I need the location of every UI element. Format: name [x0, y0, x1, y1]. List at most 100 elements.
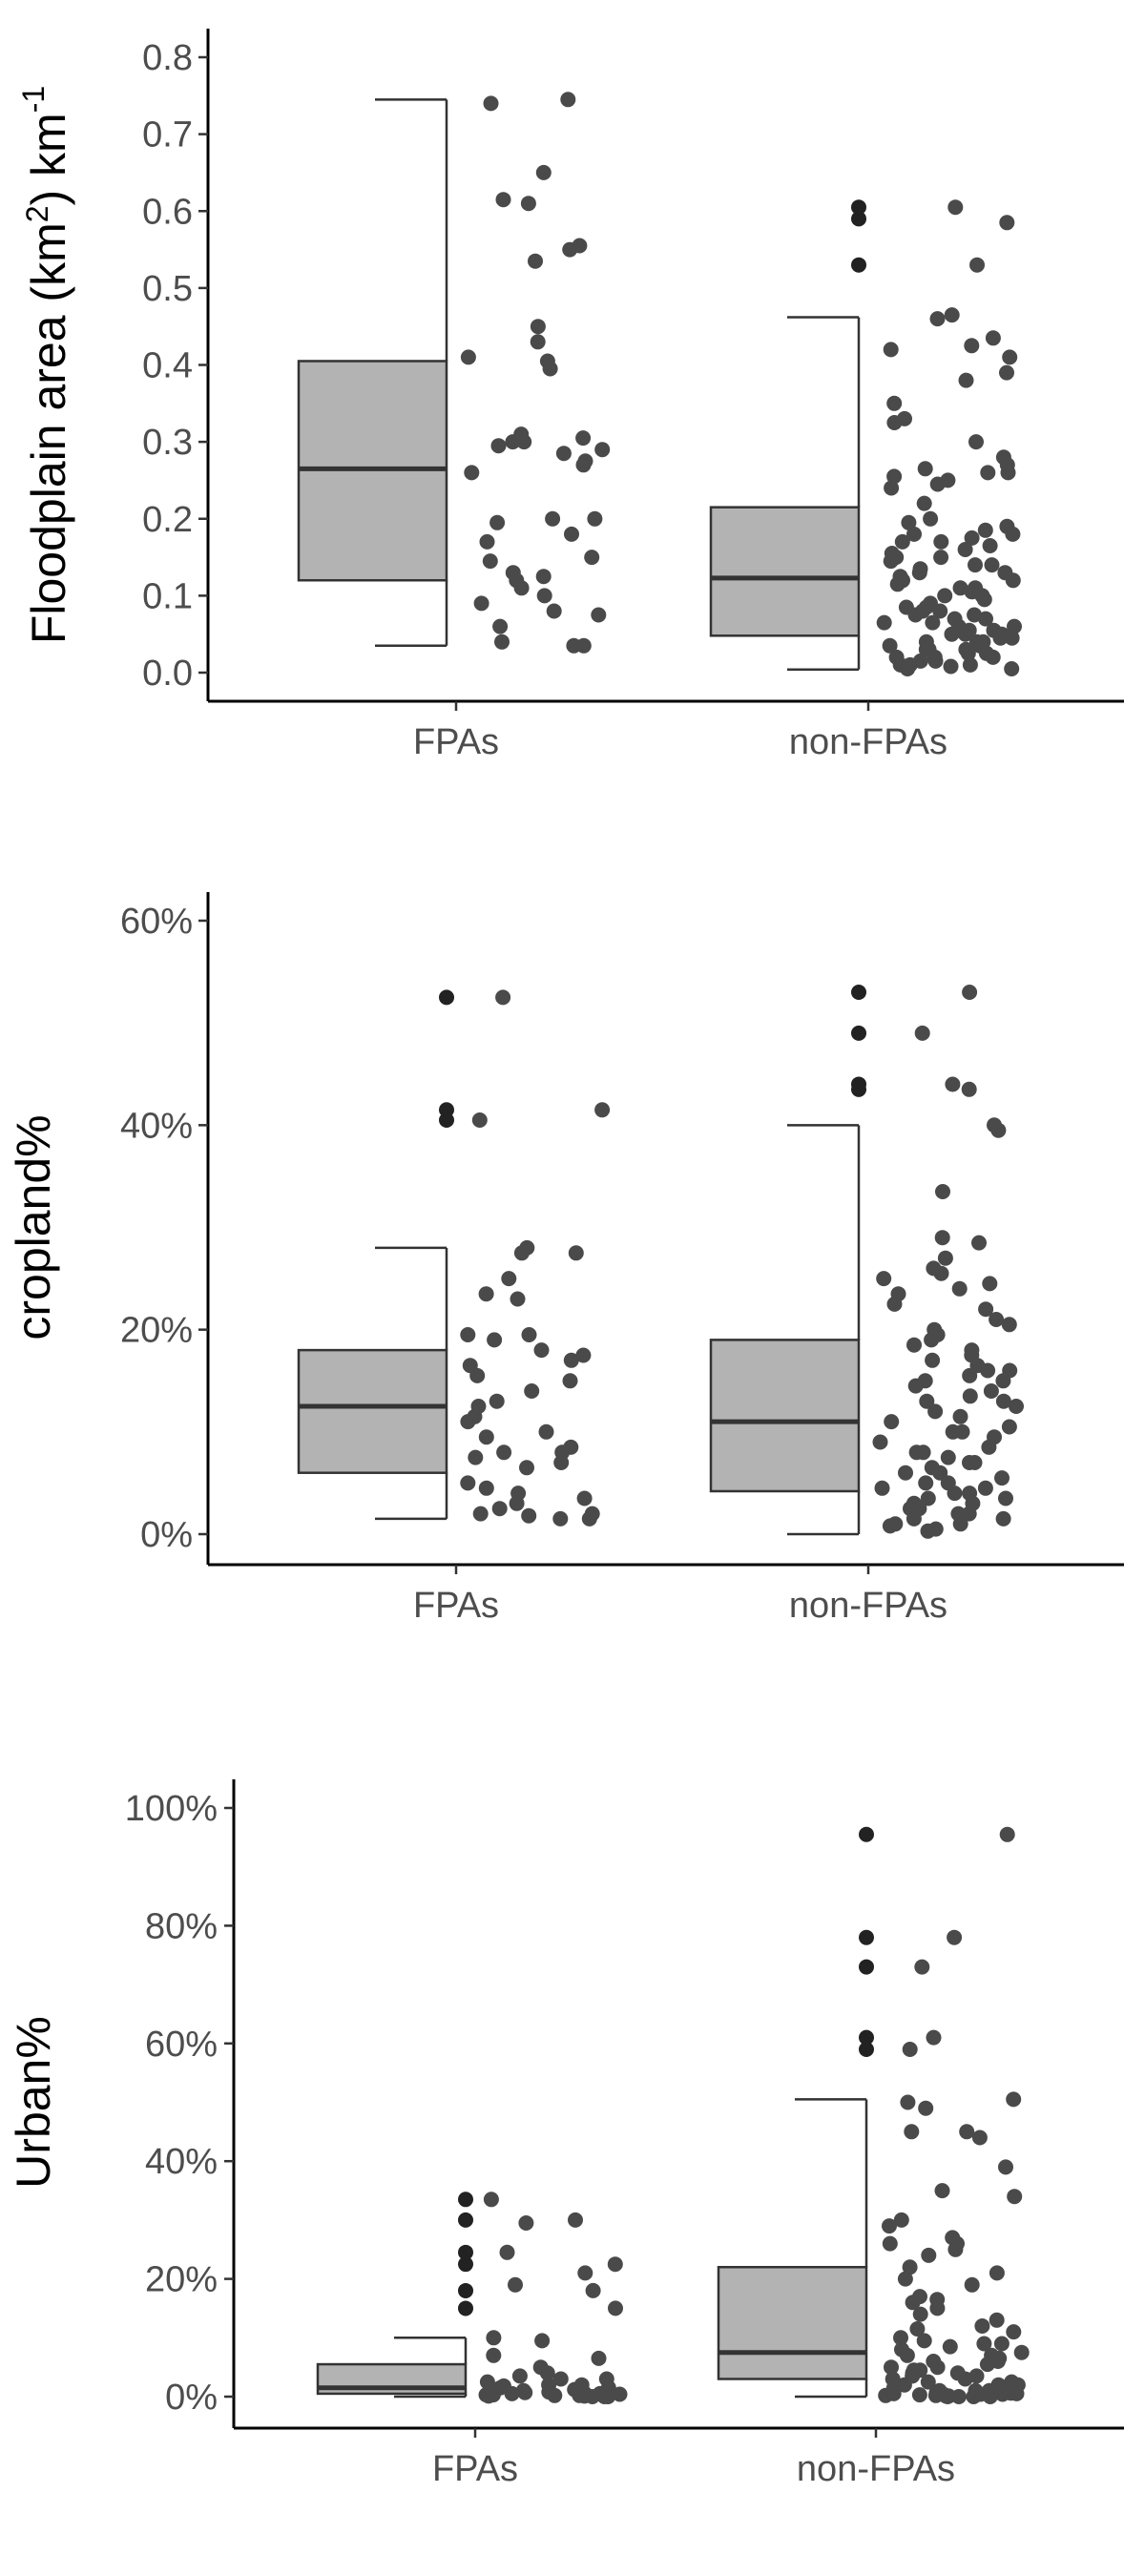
data-point	[977, 522, 993, 538]
box-non-FPAs	[717, 1826, 1030, 2404]
data-point	[1004, 661, 1020, 676]
y-tick-label: 0.3	[142, 423, 193, 463]
data-point	[491, 1501, 508, 1517]
y-tick-label: 20%	[145, 2260, 218, 2300]
x-tick-label: FPAs	[413, 1586, 499, 1626]
data-point	[882, 637, 898, 654]
data-point	[511, 2368, 528, 2384]
data-point	[545, 510, 561, 527]
y-axis-title-sup: 2	[20, 205, 54, 222]
data-point	[524, 1383, 540, 1399]
y-axis-title: cropland%	[7, 1114, 60, 1340]
data-point	[985, 330, 1001, 346]
data-point	[927, 1403, 944, 1420]
data-point	[977, 1480, 993, 1496]
outlier-point	[851, 1025, 866, 1041]
outlier-point	[458, 2282, 473, 2298]
data-point	[560, 92, 576, 108]
data-point	[575, 1347, 592, 1363]
data-point	[575, 430, 592, 447]
data-point	[971, 1235, 987, 1251]
data-point	[884, 1414, 900, 1430]
y-tick-label: 20%	[120, 1311, 193, 1351]
data-point	[483, 2192, 499, 2208]
data-point	[530, 334, 546, 350]
data-point	[553, 1455, 570, 1470]
data-point	[893, 2212, 909, 2228]
y-axis-title-part: Floodplain area (km	[22, 222, 75, 644]
data-point	[957, 542, 973, 557]
data-point	[982, 2389, 998, 2404]
data-point	[906, 1337, 922, 1353]
y-tick-label: 0.2	[142, 500, 193, 540]
data-point	[591, 2350, 607, 2366]
data-point	[874, 1480, 890, 1496]
data-point	[961, 1081, 977, 1097]
data-point	[904, 2124, 920, 2140]
x-tick-label: non-FPAs	[789, 722, 947, 762]
data-point	[984, 557, 1000, 573]
y-axis-title: Urban%	[7, 2016, 60, 2189]
data-point	[999, 1826, 1015, 1842]
box-FPAs	[297, 92, 611, 654]
data-point	[552, 2371, 569, 2387]
data-point	[983, 1383, 999, 1399]
data-point	[901, 514, 917, 530]
data-point	[1007, 2189, 1023, 2205]
data-point	[902, 2042, 918, 2057]
data-point	[900, 661, 916, 676]
data-point	[929, 311, 946, 327]
data-point	[980, 465, 996, 481]
outlier-point	[851, 199, 866, 216]
data-point	[594, 442, 611, 458]
data-point	[575, 457, 592, 473]
data-point	[600, 2389, 616, 2404]
data-point	[960, 645, 976, 661]
data-point	[926, 2029, 942, 2046]
data-point	[576, 1490, 593, 1506]
data-point	[594, 1102, 611, 1118]
data-point	[460, 1327, 476, 1342]
data-point	[1006, 2091, 1022, 2108]
data-point	[992, 630, 1009, 646]
data-point	[929, 476, 946, 492]
y-tick-label: 0%	[165, 2378, 218, 2418]
data-point	[564, 526, 579, 542]
data-point	[516, 434, 532, 450]
data-point	[562, 1373, 578, 1389]
data-point	[555, 446, 572, 462]
panel-1: 0.0 0.1 0.2 0.3 0.4 0.5 0.6 0.7 0.8 Floodplain ar…	[16, 29, 1124, 762]
data-point	[978, 1301, 994, 1318]
data-point	[990, 1122, 1007, 1138]
data-point	[964, 530, 980, 546]
data-point	[1013, 2344, 1030, 2360]
data-point	[486, 2330, 502, 2346]
data-point	[882, 2218, 897, 2234]
data-point	[552, 1510, 569, 1527]
data-point	[920, 1523, 936, 1539]
data-point	[919, 1393, 935, 1409]
data-point	[587, 510, 603, 527]
data-point	[916, 495, 932, 511]
data-point	[898, 1465, 913, 1481]
data-point	[577, 2265, 593, 2281]
data-point	[933, 1265, 949, 1281]
data-point	[495, 192, 511, 208]
data-point	[882, 2235, 898, 2252]
data-point	[533, 1342, 550, 1359]
outlier-point	[859, 2041, 874, 2057]
data-point	[989, 2265, 1005, 2281]
y-axis-title-sup: -1	[16, 86, 51, 113]
data-point	[884, 480, 900, 496]
y-tick-label: 0.5	[142, 269, 193, 309]
y-tick-label: 0.7	[142, 115, 193, 156]
data-point	[563, 1352, 579, 1368]
data-point	[982, 1276, 998, 1292]
data-point	[1006, 2324, 1022, 2340]
data-point	[568, 2212, 583, 2228]
data-point	[882, 1518, 898, 1534]
data-point	[886, 468, 903, 485]
data-point	[985, 649, 1001, 665]
data-point	[479, 2374, 495, 2390]
data-point	[487, 1332, 503, 1348]
